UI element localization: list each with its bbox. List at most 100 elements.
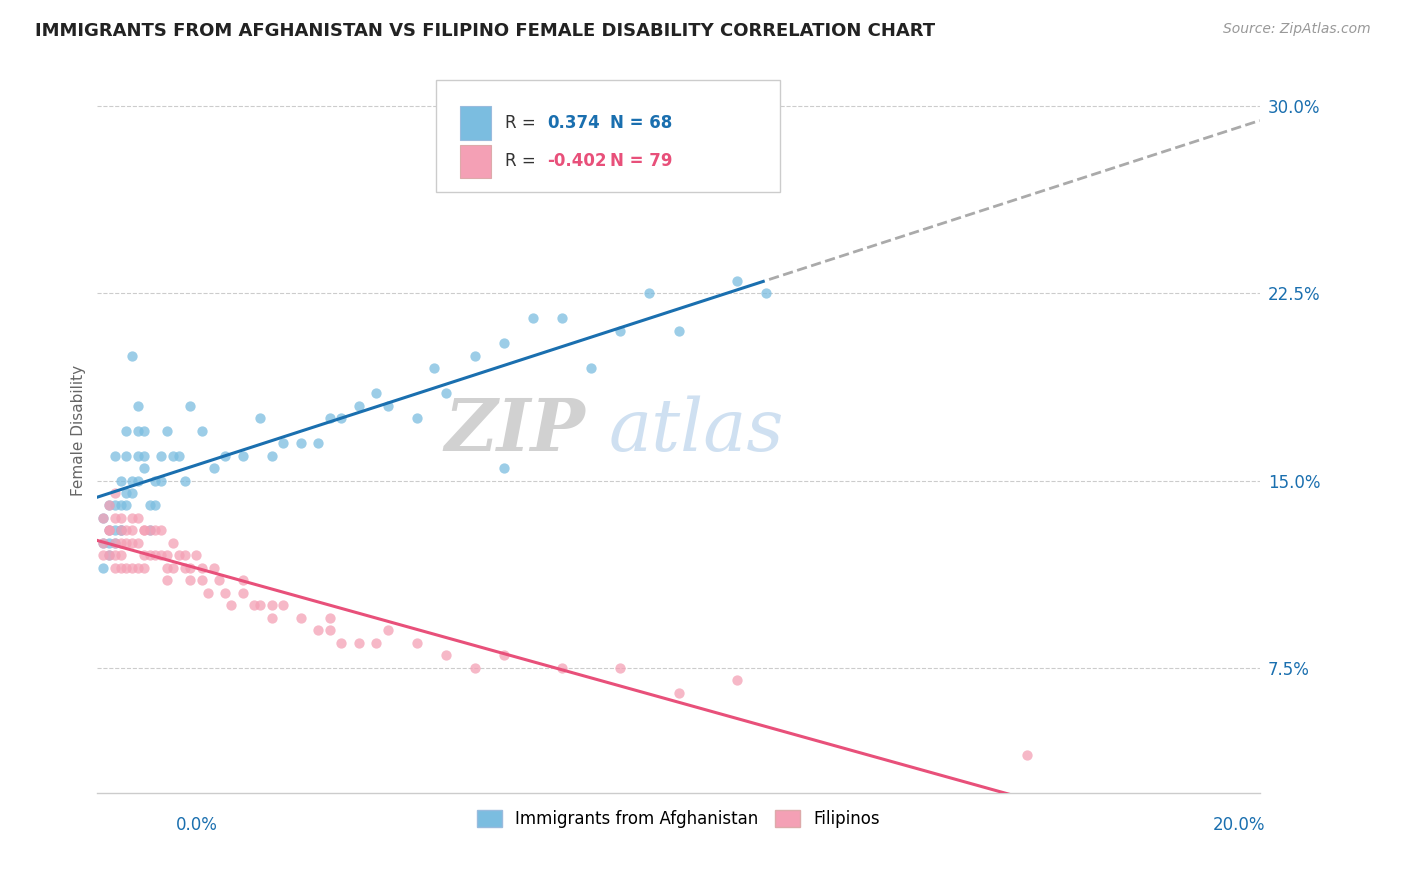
Point <box>214 586 236 600</box>
Point <box>290 436 312 450</box>
Point <box>307 624 329 638</box>
Text: -0.402: -0.402 <box>547 153 606 170</box>
Point <box>121 474 143 488</box>
Point <box>104 561 127 575</box>
Point <box>260 611 283 625</box>
Point <box>110 474 132 488</box>
Point <box>319 411 342 425</box>
Point <box>104 499 127 513</box>
Point <box>725 274 748 288</box>
Point <box>110 524 132 538</box>
Point <box>110 524 132 538</box>
Point <box>145 499 167 513</box>
Point <box>91 536 114 550</box>
Point <box>132 524 155 538</box>
Point <box>91 536 114 550</box>
Point <box>377 624 399 638</box>
Point <box>132 561 155 575</box>
Point <box>214 449 236 463</box>
Point <box>307 436 329 450</box>
Point <box>319 624 342 638</box>
Point <box>202 561 225 575</box>
Point <box>127 474 149 488</box>
Point <box>219 599 242 613</box>
Point <box>208 574 231 588</box>
Point <box>121 561 143 575</box>
Point <box>98 499 121 513</box>
Point <box>179 574 201 588</box>
Point <box>202 461 225 475</box>
Point <box>249 599 271 613</box>
Point <box>110 524 132 538</box>
Point <box>150 549 173 563</box>
Point <box>191 424 214 438</box>
Text: R =: R = <box>505 153 541 170</box>
Point <box>115 524 138 538</box>
Point <box>347 636 370 650</box>
Point <box>755 286 778 301</box>
Point <box>434 648 457 663</box>
Y-axis label: Female Disability: Female Disability <box>72 365 86 496</box>
Point <box>173 549 195 563</box>
Text: ZIP: ZIP <box>444 395 585 467</box>
Point <box>423 361 446 376</box>
Point <box>179 561 201 575</box>
Point <box>121 349 143 363</box>
Point <box>167 549 190 563</box>
Point <box>249 411 271 425</box>
Point <box>347 399 370 413</box>
Point <box>232 574 254 588</box>
Point <box>132 449 155 463</box>
Point <box>290 611 312 625</box>
Point <box>115 499 138 513</box>
Point <box>668 324 690 338</box>
Point <box>494 648 516 663</box>
Point <box>273 436 295 450</box>
Point <box>243 599 266 613</box>
Point <box>1017 748 1039 763</box>
Point <box>115 486 138 500</box>
Text: 20.0%: 20.0% <box>1213 816 1265 834</box>
Point <box>173 561 195 575</box>
Point <box>127 449 149 463</box>
Point <box>366 386 388 401</box>
Point <box>138 524 160 538</box>
Point <box>104 486 127 500</box>
Point <box>366 636 388 650</box>
Point <box>377 399 399 413</box>
Point <box>127 536 149 550</box>
Point <box>132 424 155 438</box>
Point <box>434 386 457 401</box>
Point <box>186 549 208 563</box>
Point <box>191 574 214 588</box>
Point <box>150 524 173 538</box>
Point <box>581 361 603 376</box>
Point <box>98 524 121 538</box>
Point <box>232 449 254 463</box>
Point <box>609 324 631 338</box>
Point <box>115 561 138 575</box>
Text: atlas: atlas <box>609 395 785 466</box>
Point <box>522 311 544 326</box>
Point <box>173 474 195 488</box>
Point <box>725 673 748 688</box>
Point <box>104 536 127 550</box>
Point <box>98 524 121 538</box>
Text: 0.374: 0.374 <box>547 114 600 132</box>
Point <box>156 424 179 438</box>
Point <box>110 561 132 575</box>
Point <box>127 424 149 438</box>
Point <box>104 549 127 563</box>
Point <box>162 449 184 463</box>
Point <box>115 424 138 438</box>
Point <box>232 586 254 600</box>
Point <box>260 599 283 613</box>
Point <box>110 536 132 550</box>
Text: R =: R = <box>505 114 541 132</box>
Point <box>91 511 114 525</box>
Point <box>138 524 160 538</box>
Point <box>551 311 574 326</box>
Point <box>494 336 516 351</box>
Point <box>104 511 127 525</box>
Point <box>121 486 143 500</box>
